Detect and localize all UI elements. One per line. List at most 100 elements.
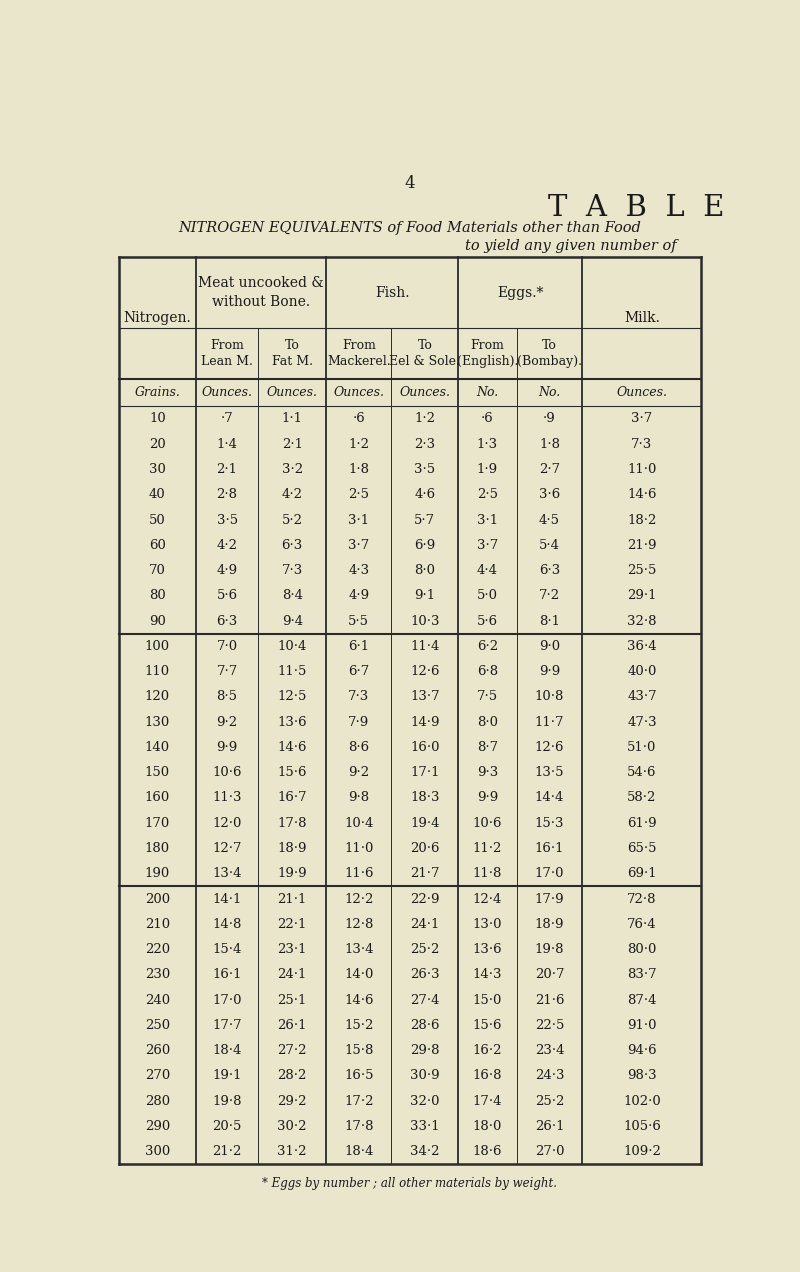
Text: 4: 4	[405, 176, 415, 192]
Text: 9·0: 9·0	[539, 640, 560, 653]
Text: 17·8: 17·8	[344, 1121, 374, 1133]
Text: * Eggs by number ; all other materials by weight.: * Eggs by number ; all other materials b…	[262, 1177, 558, 1191]
Text: 3·5: 3·5	[414, 463, 435, 476]
Text: 34·2: 34·2	[410, 1145, 440, 1159]
Text: 2·8: 2·8	[217, 488, 238, 501]
Text: 50: 50	[149, 514, 166, 527]
Text: 28·2: 28·2	[278, 1070, 307, 1082]
Text: 14·6: 14·6	[344, 993, 374, 1006]
Text: 11·2: 11·2	[473, 842, 502, 855]
Text: 8·7: 8·7	[477, 742, 498, 754]
Text: 54·6: 54·6	[627, 766, 657, 780]
Text: 1·4: 1·4	[217, 438, 238, 450]
Text: From
Lean M.: From Lean M.	[201, 338, 253, 368]
Text: 16·5: 16·5	[344, 1070, 374, 1082]
Text: 17·2: 17·2	[344, 1095, 374, 1108]
Text: 4·9: 4·9	[217, 563, 238, 577]
Text: 70: 70	[149, 563, 166, 577]
Text: 17·4: 17·4	[473, 1095, 502, 1108]
Text: 83·7: 83·7	[627, 968, 657, 982]
Text: Ounces.: Ounces.	[334, 387, 384, 399]
Text: 5·4: 5·4	[539, 539, 560, 552]
Text: 90: 90	[149, 614, 166, 627]
Text: 1·2: 1·2	[348, 438, 370, 450]
Text: 24·1: 24·1	[410, 918, 439, 931]
Text: 17·7: 17·7	[212, 1019, 242, 1032]
Text: 13·5: 13·5	[534, 766, 564, 780]
Text: 12·2: 12·2	[344, 893, 374, 906]
Text: 11·3: 11·3	[212, 791, 242, 804]
Text: 20·6: 20·6	[410, 842, 440, 855]
Text: 76·4: 76·4	[627, 918, 657, 931]
Text: 3·7: 3·7	[477, 539, 498, 552]
Text: 1·2: 1·2	[414, 412, 435, 425]
Text: 98·3: 98·3	[627, 1070, 657, 1082]
Text: 87·4: 87·4	[627, 993, 657, 1006]
Text: 9·9: 9·9	[477, 791, 498, 804]
Text: From
Mackerel.: From Mackerel.	[327, 338, 390, 368]
Text: 21·7: 21·7	[410, 868, 440, 880]
Text: 21·6: 21·6	[534, 993, 564, 1006]
Text: 21·1: 21·1	[278, 893, 307, 906]
Text: To
Fat M.: To Fat M.	[272, 338, 313, 368]
Text: 4·3: 4·3	[348, 563, 370, 577]
Text: 7·0: 7·0	[217, 640, 238, 653]
Text: 60: 60	[149, 539, 166, 552]
Text: Milk.: Milk.	[624, 312, 660, 326]
Text: 18·9: 18·9	[278, 842, 307, 855]
Text: 3·1: 3·1	[477, 514, 498, 527]
Text: 4·9: 4·9	[348, 589, 370, 603]
Text: 220: 220	[145, 943, 170, 957]
Text: 80·0: 80·0	[627, 943, 657, 957]
Text: 24·3: 24·3	[534, 1070, 564, 1082]
Text: 22·5: 22·5	[535, 1019, 564, 1032]
Text: 21·2: 21·2	[213, 1145, 242, 1159]
Text: 26·1: 26·1	[278, 1019, 307, 1032]
Text: 3·2: 3·2	[282, 463, 302, 476]
Text: 8·0: 8·0	[477, 716, 498, 729]
Text: 19·9: 19·9	[278, 868, 307, 880]
Text: 11·0: 11·0	[344, 842, 374, 855]
Text: 15·8: 15·8	[344, 1044, 374, 1057]
Text: 300: 300	[145, 1145, 170, 1159]
Text: 58·2: 58·2	[627, 791, 657, 804]
Text: 14·9: 14·9	[410, 716, 440, 729]
Text: 10·4: 10·4	[278, 640, 307, 653]
Text: T  A  B  L  E: T A B L E	[548, 193, 725, 221]
Text: 10·4: 10·4	[344, 817, 374, 829]
Text: 16·8: 16·8	[473, 1070, 502, 1082]
Text: 110: 110	[145, 665, 170, 678]
Text: 3·7: 3·7	[631, 412, 653, 425]
Text: 20·5: 20·5	[213, 1121, 242, 1133]
Text: 16·1: 16·1	[534, 842, 564, 855]
Text: 3·5: 3·5	[217, 514, 238, 527]
Text: Grains.: Grains.	[134, 387, 180, 399]
Text: 13·4: 13·4	[344, 943, 374, 957]
Text: 16·2: 16·2	[473, 1044, 502, 1057]
Text: 10·3: 10·3	[410, 614, 440, 627]
Text: 200: 200	[145, 893, 170, 906]
Text: 15·0: 15·0	[473, 993, 502, 1006]
Text: 1·3: 1·3	[477, 438, 498, 450]
Text: Fish.: Fish.	[375, 286, 410, 300]
Text: 29·2: 29·2	[278, 1095, 307, 1108]
Text: 40·0: 40·0	[627, 665, 657, 678]
Text: ·9: ·9	[543, 412, 556, 425]
Text: 61·9: 61·9	[627, 817, 657, 829]
Text: 94·6: 94·6	[627, 1044, 657, 1057]
Text: 17·1: 17·1	[410, 766, 440, 780]
Text: 11·0: 11·0	[627, 463, 657, 476]
Text: 16·7: 16·7	[278, 791, 307, 804]
Text: 130: 130	[145, 716, 170, 729]
Text: 15·4: 15·4	[213, 943, 242, 957]
Text: 6·3: 6·3	[217, 614, 238, 627]
Text: 6·2: 6·2	[477, 640, 498, 653]
Text: 13·6: 13·6	[278, 716, 307, 729]
Text: Nitrogen.: Nitrogen.	[123, 312, 191, 326]
Text: 10·6: 10·6	[212, 766, 242, 780]
Text: 11·8: 11·8	[473, 868, 502, 880]
Text: 8·4: 8·4	[282, 589, 302, 603]
Text: 20·7: 20·7	[534, 968, 564, 982]
Text: 14·0: 14·0	[344, 968, 374, 982]
Text: 29·8: 29·8	[410, 1044, 440, 1057]
